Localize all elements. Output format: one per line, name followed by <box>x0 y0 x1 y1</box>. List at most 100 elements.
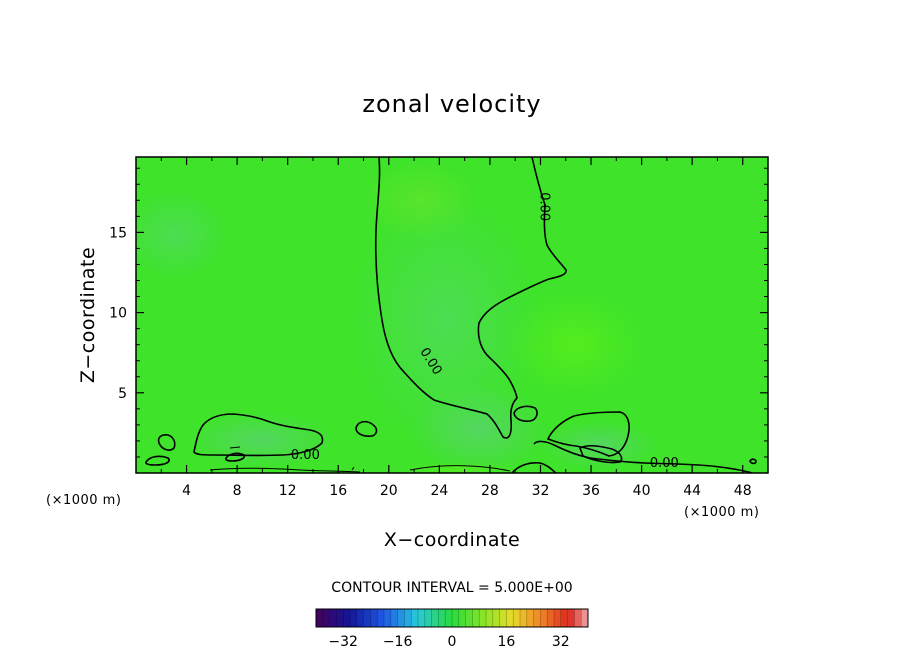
x-axis-label: X−coordinate <box>384 529 520 551</box>
x-tick-label: 16 <box>329 483 347 499</box>
colorbar-swatch <box>411 609 419 627</box>
contour-bottom-mid <box>511 462 557 473</box>
colorbar-swatch <box>533 609 541 627</box>
x-unit-label-left: (×1000 m) <box>46 493 121 508</box>
x-tick-label: 4 <box>182 483 191 499</box>
y-axis-ticks: 5 10 15 <box>109 167 768 458</box>
contour-interval-text: CONTOUR INTERVAL = 5.000E+00 <box>331 580 572 596</box>
field-patch-top <box>360 160 480 240</box>
contour-labels: 0.000.000.000.00 <box>291 192 679 471</box>
contour-right-complex <box>546 411 630 457</box>
colorbar-swatch <box>316 609 324 627</box>
colorbar-swatch <box>343 609 351 627</box>
x-tick-label: 40 <box>633 483 651 499</box>
colorbar-swatch <box>547 609 555 627</box>
contour-label: 0.00 <box>291 448 320 463</box>
colorbar-swatch <box>574 609 582 627</box>
x-tick-label: 44 <box>683 483 701 499</box>
colorbar-swatch <box>479 609 487 627</box>
colorbar-swatch <box>499 609 507 627</box>
contour-island-right-small <box>513 405 538 422</box>
colorbar-swatch <box>397 609 405 627</box>
colorbar-swatch <box>384 609 392 627</box>
colorbar-swatch <box>356 609 364 627</box>
x-tick-label: 28 <box>481 483 499 499</box>
x-tick-label: 24 <box>430 483 448 499</box>
x-tick-label: 32 <box>532 483 550 499</box>
colorbar-frame <box>315 608 589 628</box>
secondary-contours <box>209 446 511 473</box>
field-patch-lower-center <box>410 385 550 473</box>
colorbar-swatch <box>363 609 371 627</box>
x-tick-label: 8 <box>233 483 242 499</box>
colorbar-swatch <box>472 609 480 627</box>
colorbar-swatch <box>322 609 330 627</box>
colorbar-swatch <box>520 609 528 627</box>
field-patch-center <box>350 190 540 450</box>
y-tick-label: 5 <box>118 386 127 402</box>
field-patch-lower-right <box>540 420 660 470</box>
field-patch-right <box>505 290 645 400</box>
colorbar-swatch <box>431 609 439 627</box>
y-tick-label: 10 <box>109 306 127 322</box>
contour-bottom-strip-mid <box>409 465 511 472</box>
contour-right-inner <box>578 444 623 464</box>
colorbar-ticks: −32 −16 0 16 32 <box>328 634 569 650</box>
contour-label: 0.00 <box>537 192 552 221</box>
colorbar-tick-label: 32 <box>552 634 570 650</box>
plot-frame <box>135 156 769 474</box>
colorbar-tick-label: −16 <box>383 634 413 650</box>
x-tick-label: 12 <box>279 483 297 499</box>
colorbar-swatch <box>554 609 562 627</box>
contour-bottom-small <box>225 452 246 462</box>
colorbar-swatch <box>452 609 460 627</box>
colorbar-swatch <box>390 609 398 627</box>
contour-island-left-bottom <box>145 455 170 466</box>
velocity-field <box>136 157 768 473</box>
colorbar-swatch <box>377 609 385 627</box>
colorbar-tick-label: −32 <box>328 634 358 650</box>
colorbar-swatch <box>540 609 548 627</box>
colorbar-swatch <box>465 609 473 627</box>
contour-island-left-outer <box>193 413 324 457</box>
colorbar-tick-label: 16 <box>497 634 515 650</box>
contour-island-mid <box>355 420 378 437</box>
colorbar-swatch <box>513 609 521 627</box>
colorbar-swatch <box>370 609 378 627</box>
colorbar-swatch <box>506 609 514 627</box>
colorbar-swatch <box>404 609 412 627</box>
colorbar-swatch <box>581 609 589 627</box>
colorbar-swatch <box>492 609 500 627</box>
contour-island-left-small <box>157 434 176 451</box>
colorbar-swatch <box>438 609 446 627</box>
y-axis-label: Z−coordinate <box>77 247 99 383</box>
colorbar-swatch <box>458 609 466 627</box>
zero-contours <box>145 157 757 473</box>
contour-bottom-right <box>533 440 753 473</box>
colorbar <box>315 608 589 628</box>
colorbar-swatch <box>350 609 358 627</box>
colorbar-swatch <box>445 609 453 627</box>
field-patch-upper-left <box>136 190 230 280</box>
contour-tick-a <box>229 446 241 449</box>
colorbar-swatch <box>560 609 568 627</box>
contour-bottom-strip-left <box>209 467 361 473</box>
chart-title: zonal velocity <box>362 90 541 118</box>
contour-bottom-dot <box>749 458 757 465</box>
colorbar-swatch <box>418 609 426 627</box>
contour-tick-b <box>351 466 355 471</box>
colorbar-swatch <box>486 609 494 627</box>
colorbar-swatch <box>567 609 575 627</box>
x-unit-label-right: (×1000 m) <box>684 505 759 520</box>
colorbar-swatch <box>329 609 337 627</box>
x-tick-label: 36 <box>582 483 600 499</box>
x-tick-label: 48 <box>734 483 752 499</box>
colorbar-tick-label: 0 <box>448 634 457 650</box>
y-tick-label: 15 <box>109 225 127 241</box>
contour-label: 0.00 <box>650 456 679 471</box>
colorbar-swatch <box>424 609 432 627</box>
colorbar-swatch <box>336 609 344 627</box>
colorbar-swatch <box>526 609 534 627</box>
contour-left-main <box>374 157 567 439</box>
